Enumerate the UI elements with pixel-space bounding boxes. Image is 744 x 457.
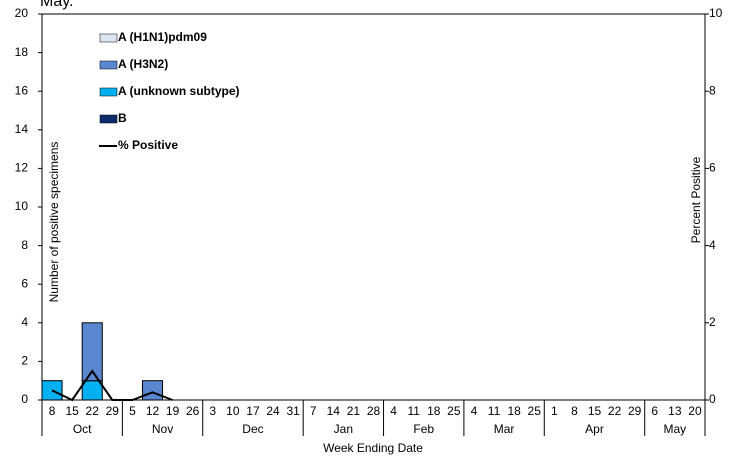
x-axis-label: Week Ending Date [323, 441, 423, 455]
month-label: Apr [585, 422, 604, 436]
y2-tick-label: 2 [709, 315, 716, 329]
x-tick-label: 24 [266, 404, 280, 418]
month-label: Mar [494, 422, 515, 436]
x-tick-label: 5 [129, 404, 136, 418]
y-tick-label: 6 [21, 276, 28, 290]
x-tick-label: 11 [488, 404, 501, 418]
month-label: Jan [334, 422, 353, 436]
legend-swatch [99, 60, 118, 70]
y-tick-label: 16 [15, 83, 29, 97]
x-tick-label: 18 [507, 404, 521, 418]
x-tick-label: 15 [588, 404, 602, 418]
x-tick-label: 29 [628, 404, 642, 418]
y-axis-label: Number of positive specimens [47, 142, 61, 303]
x-tick-label: 12 [146, 404, 160, 418]
x-tick-label: 26 [186, 404, 200, 418]
x-tick-label: 4 [390, 404, 397, 418]
y2-tick-label: 0 [709, 392, 716, 406]
y2-axis-label: Percent Positive [689, 156, 703, 243]
x-tick-label: 25 [447, 404, 461, 418]
x-tick-label: 14 [327, 404, 341, 418]
y2-tick-label: 8 [709, 83, 716, 97]
x-tick-label: 15 [65, 404, 79, 418]
x-tick-label: 6 [651, 404, 658, 418]
x-tick-label: 1 [551, 404, 558, 418]
y-tick-label: 12 [15, 161, 29, 175]
month-label: Feb [413, 422, 434, 436]
x-tick-label: 20 [688, 404, 702, 418]
x-tick-label: 29 [106, 404, 120, 418]
x-tick-label: 7 [310, 404, 317, 418]
month-label: Oct [73, 422, 92, 436]
x-tick-label: 8 [571, 404, 578, 418]
x-tick-label: 28 [367, 404, 381, 418]
legend-label: % Positive [118, 138, 178, 152]
x-tick-label: 10 [226, 404, 240, 418]
y2-tick-label: 6 [709, 161, 716, 175]
month-label: May [664, 422, 687, 436]
x-tick-label: 31 [286, 404, 300, 418]
y-tick-label: 10 [15, 199, 29, 213]
month-label: Nov [152, 422, 173, 436]
plot-frame [41, 13, 706, 401]
legend-label: A (unknown subtype) [118, 84, 240, 98]
bar [81, 322, 103, 382]
y-tick-label: 20 [15, 6, 29, 20]
legend-label: A (H1N1)pdm09 [118, 30, 207, 44]
y-tick-label: 0 [21, 392, 28, 406]
y2-tick-label: 10 [709, 6, 723, 20]
y-tick-label: 18 [15, 45, 29, 59]
y-tick-label: 2 [21, 354, 28, 368]
x-tick-label: 11 [407, 404, 420, 418]
x-tick-label: 4 [471, 404, 478, 418]
x-tick-label: 17 [246, 404, 260, 418]
legend-label: B [118, 111, 127, 125]
legend-label: A (H3N2) [118, 57, 168, 71]
month-label: Dec [242, 422, 263, 436]
legend-swatch [99, 114, 118, 124]
y2-tick-label: 4 [709, 238, 716, 252]
x-tick-label: 25 [528, 404, 542, 418]
x-tick-label: 13 [668, 404, 682, 418]
legend-swatch [99, 87, 118, 97]
x-tick-label: 22 [86, 404, 100, 418]
x-tick-label: 3 [209, 404, 216, 418]
caption: May. [40, 0, 73, 10]
x-tick-label: 8 [49, 404, 56, 418]
x-tick-label: 18 [427, 404, 441, 418]
legend-swatch [99, 33, 118, 43]
y-tick-label: 8 [21, 238, 28, 252]
x-tick-label: 19 [166, 404, 180, 418]
bar [141, 380, 164, 401]
x-tick-label: 21 [347, 404, 361, 418]
y-tick-label: 4 [21, 315, 28, 329]
y-tick-label: 14 [15, 122, 29, 136]
x-tick-label: 22 [608, 404, 622, 418]
bar [81, 380, 103, 401]
